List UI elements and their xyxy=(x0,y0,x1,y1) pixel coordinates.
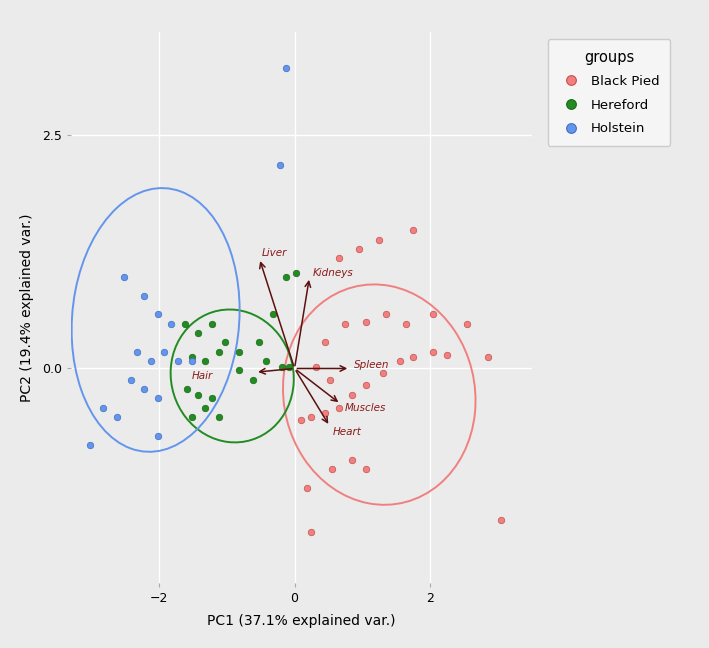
Point xyxy=(374,235,385,245)
Point xyxy=(319,337,330,347)
Point xyxy=(206,393,218,404)
Point xyxy=(347,455,358,465)
Point xyxy=(247,375,258,385)
Point xyxy=(353,244,364,254)
Point xyxy=(274,160,285,170)
Point xyxy=(324,375,335,385)
Point xyxy=(277,362,288,372)
Point xyxy=(118,272,130,282)
Point xyxy=(360,380,372,391)
Point xyxy=(333,253,345,264)
Point xyxy=(360,317,372,327)
Point xyxy=(340,318,351,329)
Point xyxy=(482,352,493,362)
Point xyxy=(442,350,453,360)
Point xyxy=(186,356,197,366)
Text: Heart: Heart xyxy=(333,427,362,437)
Text: Muscles: Muscles xyxy=(345,402,386,413)
Point xyxy=(347,389,358,400)
Point xyxy=(206,318,218,329)
Point xyxy=(179,318,191,329)
Point xyxy=(172,356,184,366)
Point xyxy=(319,408,330,419)
Y-axis label: PC2 (19.4% explained var.): PC2 (19.4% explained var.) xyxy=(20,214,33,402)
Point xyxy=(301,483,313,493)
Point xyxy=(333,402,345,413)
Point xyxy=(199,356,211,366)
Point xyxy=(360,464,372,474)
Point xyxy=(111,412,123,422)
Point xyxy=(213,412,224,422)
Text: Spleen: Spleen xyxy=(354,360,390,370)
Point xyxy=(186,412,197,422)
Point xyxy=(311,362,322,372)
Point xyxy=(138,290,150,301)
Point xyxy=(193,328,204,338)
Point xyxy=(284,362,295,372)
Point xyxy=(152,430,163,441)
Point xyxy=(98,402,109,413)
Point xyxy=(296,415,307,425)
Point xyxy=(394,356,406,366)
Point xyxy=(267,309,279,319)
Point xyxy=(138,384,150,394)
Point xyxy=(132,347,143,357)
Point xyxy=(254,337,265,347)
Point xyxy=(401,318,412,329)
Point xyxy=(233,347,245,357)
Point xyxy=(220,337,231,347)
Point xyxy=(462,318,473,329)
X-axis label: PC1 (37.1% explained var.): PC1 (37.1% explained var.) xyxy=(207,614,396,627)
Point xyxy=(84,440,96,450)
Point xyxy=(159,347,170,357)
Point xyxy=(186,352,197,362)
Point xyxy=(428,347,439,357)
Point xyxy=(377,368,389,378)
Point xyxy=(281,63,292,73)
Point xyxy=(260,356,272,366)
Point xyxy=(408,225,419,235)
Point xyxy=(182,384,193,394)
Point xyxy=(496,515,507,525)
Point xyxy=(125,375,136,385)
Point xyxy=(306,412,317,422)
Text: Hair: Hair xyxy=(192,371,213,381)
Point xyxy=(145,356,157,366)
Point xyxy=(428,309,439,319)
Point xyxy=(152,393,163,404)
Point xyxy=(306,527,317,537)
Point xyxy=(408,352,419,362)
Point xyxy=(290,268,301,279)
Point xyxy=(281,272,292,282)
Point xyxy=(213,347,224,357)
Point xyxy=(199,402,211,413)
Point xyxy=(326,464,337,474)
Text: Liver: Liver xyxy=(262,248,287,258)
Text: Kidneys: Kidneys xyxy=(313,268,354,278)
Point xyxy=(165,318,177,329)
Point xyxy=(193,389,204,400)
Point xyxy=(233,365,245,376)
Point xyxy=(152,309,163,319)
Point xyxy=(380,309,391,319)
Legend: Black Pied, Hereford, Holstein: Black Pied, Hereford, Holstein xyxy=(547,39,670,146)
